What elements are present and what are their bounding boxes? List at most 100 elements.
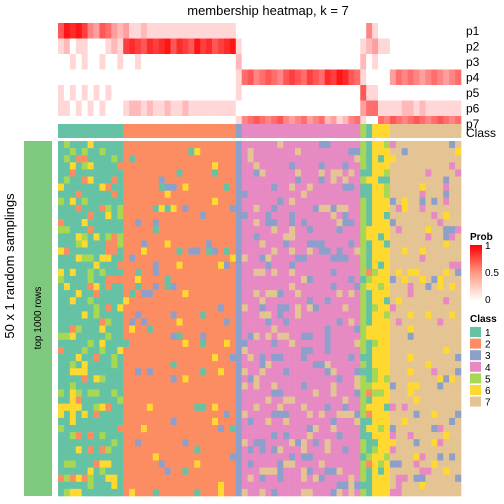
grid-cell-19-21 xyxy=(182,275,189,284)
grid-cell-8-6 xyxy=(93,197,100,206)
grid-cell-41-43 xyxy=(312,432,320,440)
grid-cell-13-12 xyxy=(129,233,136,241)
grid-cell-19-32 xyxy=(247,275,254,284)
grid-cell-35-42 xyxy=(306,389,314,397)
grid-cell-25-6 xyxy=(93,318,100,326)
grid-cell-19-45 xyxy=(324,275,331,284)
grid-cell-13-64 xyxy=(437,233,444,241)
grid-cell-11-27 xyxy=(218,219,225,227)
grid-cell-15-56 xyxy=(389,247,397,255)
grid-cell-6-37 xyxy=(277,183,284,191)
prob-cell-p7-36 xyxy=(271,116,278,132)
prob-cell-p5-31 xyxy=(241,85,248,101)
grid-cell-39-62 xyxy=(425,417,432,426)
grid-cell-19-20 xyxy=(176,275,183,284)
prob-cell-p2-8 xyxy=(105,38,112,54)
grid-cell-9-11 xyxy=(123,204,130,213)
grid-cell-33-24 xyxy=(200,375,207,383)
grid-cell-15-61 xyxy=(419,247,426,255)
grid-cell-28-4 xyxy=(81,339,88,348)
grid-cell-32-27 xyxy=(218,368,225,376)
grid-cell-45-5 xyxy=(87,460,94,468)
prob-cell-p7-46 xyxy=(330,116,337,132)
grid-cell-35-24 xyxy=(200,389,207,397)
grid-cell-7-4 xyxy=(81,190,88,199)
class-bar-cell-12 xyxy=(129,124,136,138)
grid-cell-15-55 xyxy=(383,247,391,255)
grid-cell-3-63 xyxy=(431,162,438,170)
grid-cell-2-3 xyxy=(75,155,83,163)
grid-cell-29-56 xyxy=(389,346,397,355)
grid-cell-36-8 xyxy=(105,396,112,404)
grid-cell-31-63 xyxy=(431,361,438,369)
grid-cell-12-41 xyxy=(300,226,308,234)
prob-cell-p6-40 xyxy=(295,100,302,116)
grid-cell-33-55 xyxy=(383,375,391,383)
grid-cell-5-43 xyxy=(312,176,320,184)
grid-cell-39-15 xyxy=(146,417,154,426)
grid-cell-9-24 xyxy=(200,204,207,213)
grid-cell-38-12 xyxy=(129,410,136,419)
class-bar-cell-5 xyxy=(87,124,94,138)
grid-cell-21-5 xyxy=(87,290,94,298)
prob-cell-p6-23 xyxy=(194,100,201,116)
grid-cell-38-66 xyxy=(449,410,456,419)
grid-cell-32-16 xyxy=(152,368,160,376)
grid-cell-2-64 xyxy=(437,155,444,163)
class-bar-cell-35 xyxy=(265,124,272,138)
grid-cell-46-22 xyxy=(188,467,195,475)
grid-cell-0-64 xyxy=(437,141,444,149)
grid-cell-9-35 xyxy=(265,204,272,213)
grid-cell-1-39 xyxy=(289,148,296,156)
grid-cell-13-60 xyxy=(413,233,420,241)
grid-cell-49-2 xyxy=(69,488,77,497)
grid-cell-31-1 xyxy=(63,361,71,369)
grid-cell-16-61 xyxy=(419,254,426,262)
grid-cell-22-23 xyxy=(194,297,201,305)
grid-cell-0-1 xyxy=(63,141,71,149)
grid-cell-29-38 xyxy=(283,346,290,355)
prob-cell-p6-20 xyxy=(176,100,183,116)
grid-cell-24-42 xyxy=(306,311,314,319)
grid-cell-27-15 xyxy=(146,332,154,341)
grid-cell-43-26 xyxy=(212,446,219,454)
grid-cell-3-58 xyxy=(401,162,408,170)
grid-cell-2-9 xyxy=(111,155,118,163)
grid-cell-10-27 xyxy=(218,212,225,220)
grid-cell-32-61 xyxy=(419,368,426,376)
grid-cell-45-66 xyxy=(449,460,456,468)
grid-cell-33-43 xyxy=(312,375,320,383)
prob-cell-p1-26 xyxy=(212,23,219,39)
grid-cell-3-6 xyxy=(93,162,100,170)
grid-cell-33-19 xyxy=(170,375,177,383)
prob-cell-p5-22 xyxy=(188,85,195,101)
grid-cell-16-45 xyxy=(324,254,331,262)
grid-cell-32-53 xyxy=(372,368,379,376)
grid-cell-34-22 xyxy=(188,382,195,390)
grid-cell-43-5 xyxy=(87,446,94,454)
prob-cell-p6-1 xyxy=(63,100,71,116)
grid-cell-4-10 xyxy=(117,169,124,177)
grid-cell-34-67 xyxy=(455,382,462,390)
grid-cell-29-54 xyxy=(378,346,385,355)
grid-cell-12-40 xyxy=(295,226,302,234)
grid-cell-24-17 xyxy=(158,311,165,319)
grid-cell-2-12 xyxy=(129,155,136,163)
grid-cell-29-15 xyxy=(146,346,154,355)
grid-cell-1-60 xyxy=(413,148,420,156)
grid-cell-8-8 xyxy=(105,197,112,206)
grid-cell-27-54 xyxy=(378,332,385,341)
grid-cell-1-31 xyxy=(241,148,248,156)
grid-cell-42-12 xyxy=(129,439,136,447)
grid-cell-22-0 xyxy=(58,297,65,305)
grid-cell-12-38 xyxy=(283,226,290,234)
grid-cell-5-66 xyxy=(449,176,456,184)
prob-cell-p3-41 xyxy=(300,54,308,70)
grid-cell-32-13 xyxy=(135,368,142,376)
grid-cell-48-36 xyxy=(271,481,278,490)
grid-cell-42-1 xyxy=(63,439,71,447)
prob-cell-p6-21 xyxy=(182,100,189,116)
grid-cell-23-66 xyxy=(449,304,456,312)
prob-cell-p5-39 xyxy=(289,85,296,101)
grid-cell-3-3 xyxy=(75,162,83,170)
